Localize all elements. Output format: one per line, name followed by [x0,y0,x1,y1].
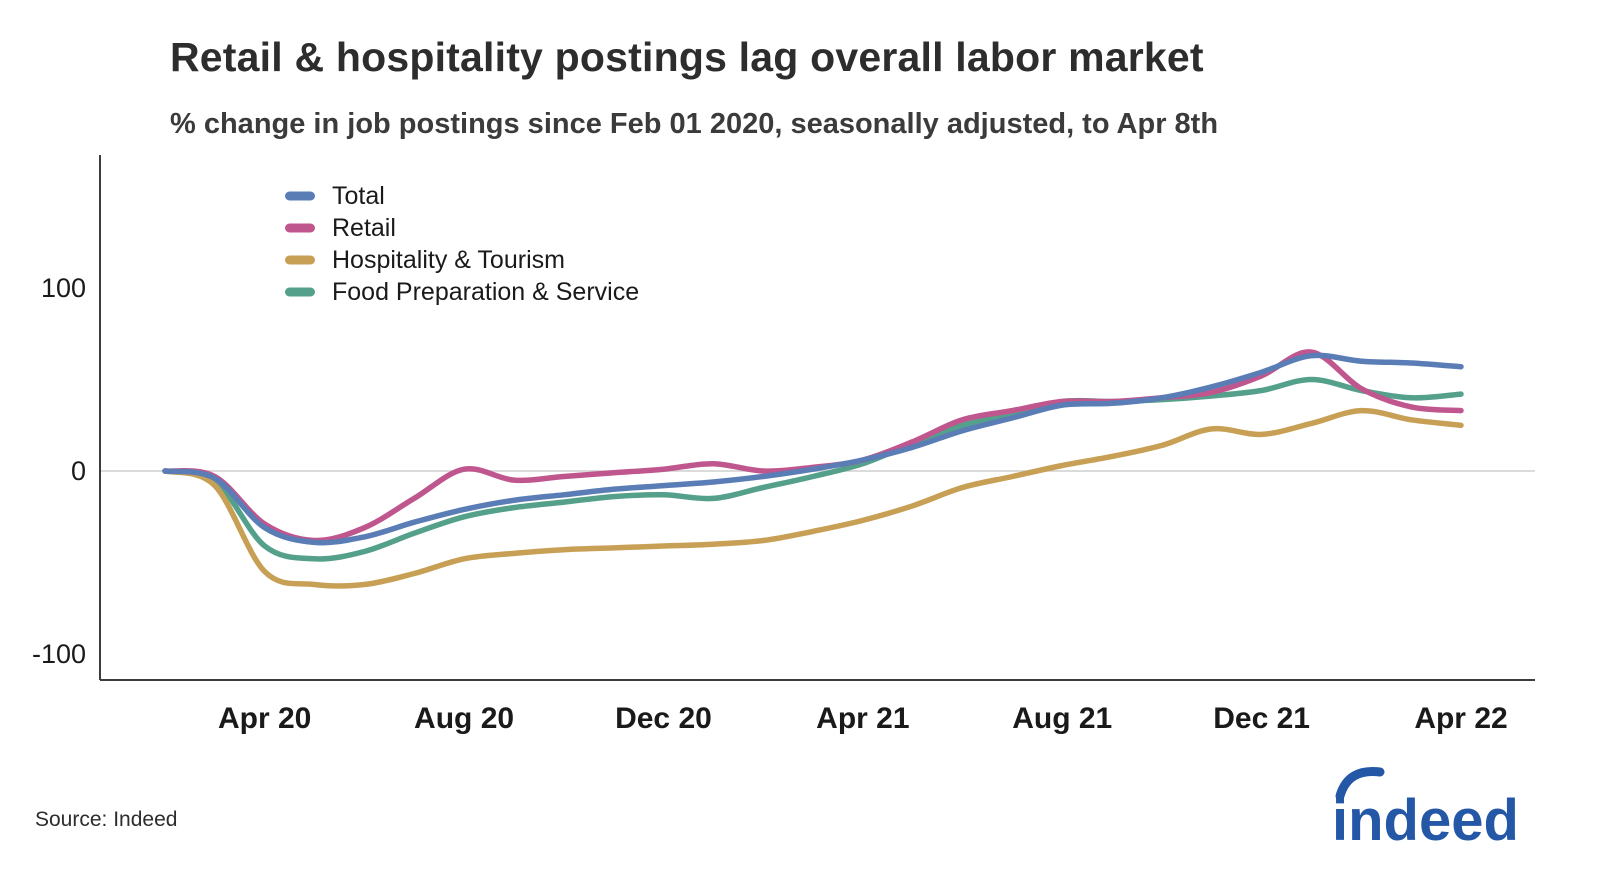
series-line-hospitality-tourism [162,407,1464,589]
legend-label: Hospitality & Tourism [332,246,565,274]
series-line-retail [162,349,1464,544]
indeed-logo: indeed [1332,767,1519,853]
x-tick-label: Apr 22 [1414,702,1507,735]
y-tick-label: -100 [32,639,86,669]
legend-label: Food Preparation & Service [332,278,639,306]
y-tick-label: 100 [41,273,86,303]
x-tick-label: Apr 21 [816,702,909,735]
x-tick-label: Aug 21 [1012,702,1112,735]
legend-item-total: Total [285,182,385,210]
x-tick-label: Aug 20 [414,702,514,735]
legend-item-hospitality-tourism: Hospitality & Tourism [285,246,565,274]
logo-wordmark: indeed [1332,788,1519,853]
x-tick-label: Apr 20 [218,702,311,735]
legend-label: Retail [332,214,396,242]
x-tick-label: Dec 21 [1213,702,1310,735]
source-label: Source: Indeed [35,808,178,831]
y-tick-label: 0 [71,456,86,486]
series-line-total [162,352,1464,546]
legend-swatch [285,223,315,233]
legend-label: Total [332,182,385,210]
legend-item-food-preparation-service: Food Preparation & Service [285,278,639,306]
legend-swatch [285,255,315,265]
legend-swatch [285,191,315,201]
x-tick-label: Dec 20 [615,702,712,735]
legend-swatch [285,287,315,297]
series-line-food-preparation-service [162,376,1464,562]
logo-swoosh-icon [1335,767,1385,801]
legend-item-retail: Retail [285,214,396,242]
chart-title: Retail & hospitality postings lag overal… [170,34,1204,80]
chart-subtitle: % change in job postings since Feb 01 20… [170,108,1219,140]
